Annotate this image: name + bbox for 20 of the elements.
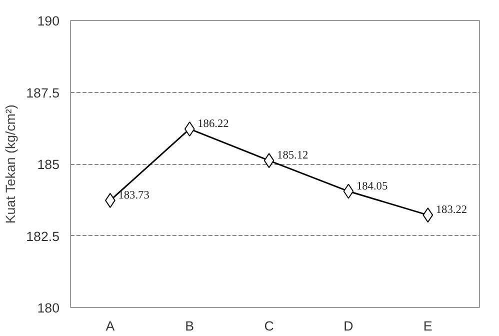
data-label: 183.22 [436, 204, 468, 216]
data-label: 185.12 [277, 150, 309, 162]
y-tick-label: 187.5 [26, 85, 60, 100]
point [184, 121, 195, 136]
data-label: 184.05 [356, 180, 388, 192]
x-tick-label: D [344, 318, 354, 334]
x-tick-label: A [106, 318, 115, 334]
point [264, 153, 274, 168]
data-label: 186.22 [198, 118, 230, 130]
y-axis-title: Kuat Tekan (kg/cm²) [3, 104, 18, 224]
point [422, 208, 434, 223]
y-tick-label: 180 [37, 300, 60, 316]
x-tick-label: B [185, 318, 194, 334]
x-tick-label: E [423, 318, 432, 334]
x-tick-label: C [264, 318, 274, 334]
y-tick-label: 190 [37, 14, 60, 28]
y-tick-label: 182.5 [26, 228, 60, 244]
y-tick-label: 185 [37, 157, 60, 172]
data-label: 183.73 [118, 189, 150, 202]
point [343, 184, 354, 199]
